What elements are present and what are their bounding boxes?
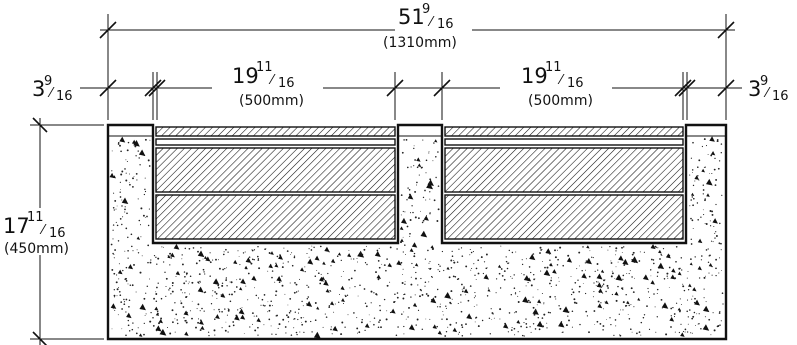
right-edge-whole: 3 [748, 77, 761, 101]
right-thin-layer [444, 138, 684, 146]
right-edge-slash: ⁄ [763, 86, 771, 101]
right-edge-den: 16 [772, 89, 789, 104]
depth-slash: ⁄ [39, 223, 47, 238]
right-top-layer [444, 126, 684, 137]
left-edge-num: 9 [44, 74, 52, 89]
right-channel-slash: ⁄ [557, 73, 565, 88]
depth-den: 16 [49, 226, 66, 241]
left-bottom-layer [155, 194, 396, 240]
overall-width-metric: (1310mm) [383, 35, 457, 51]
right-channel-metric: (500mm) [528, 93, 593, 109]
depth-metric: (450mm) [4, 241, 69, 257]
overall-width-slash: ⁄ [427, 15, 435, 30]
left-channel-whole: 19 [232, 64, 259, 88]
left-edge-whole: 3 [32, 77, 45, 101]
left-channel-metric: (500mm) [239, 93, 304, 109]
right-bottom-layer [444, 194, 684, 240]
right-channel-whole: 19 [521, 64, 548, 88]
concrete-aggregate-texture [109, 136, 724, 339]
depth-whole: 17 [3, 214, 30, 238]
right-middle-layer [444, 147, 684, 193]
overall-width-dimension: 51 9 ⁄ 16 (1310mm) [99, 2, 735, 120]
overall-width-num: 9 [422, 2, 430, 17]
left-edge-den: 16 [56, 89, 73, 104]
left-edge-slash: ⁄ [47, 86, 55, 101]
left-channel-slash: ⁄ [268, 73, 276, 88]
overall-width-whole: 51 [398, 5, 425, 29]
left-middle-layer [155, 147, 396, 193]
left-thin-layer [155, 138, 396, 146]
right-channel-num: 11 [545, 60, 562, 75]
concrete-body [106, 123, 728, 341]
left-top-layer [155, 126, 396, 137]
left-channel-layers [155, 126, 396, 240]
depth-num: 11 [27, 210, 44, 225]
right-channel-den: 16 [567, 76, 584, 91]
segment-dimensions: 3 9 ⁄ 16 3 9 ⁄ 16 19 11 ⁄ 16 (500mm) 19 … [32, 60, 789, 120]
left-channel-den: 16 [278, 76, 295, 91]
left-channel-num: 11 [256, 60, 273, 75]
right-edge-num: 9 [760, 74, 768, 89]
depth-dimension: 17 11 ⁄ 16 (450mm) [3, 117, 104, 345]
overall-width-den: 16 [437, 17, 454, 32]
right-channel-layers [444, 126, 684, 240]
